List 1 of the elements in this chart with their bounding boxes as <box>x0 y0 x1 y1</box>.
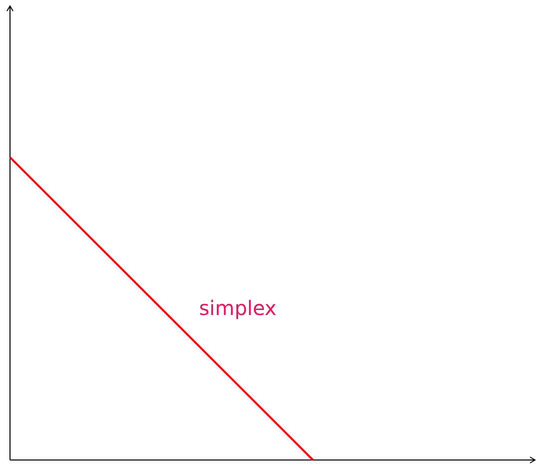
annotation: simplex <box>199 296 277 320</box>
